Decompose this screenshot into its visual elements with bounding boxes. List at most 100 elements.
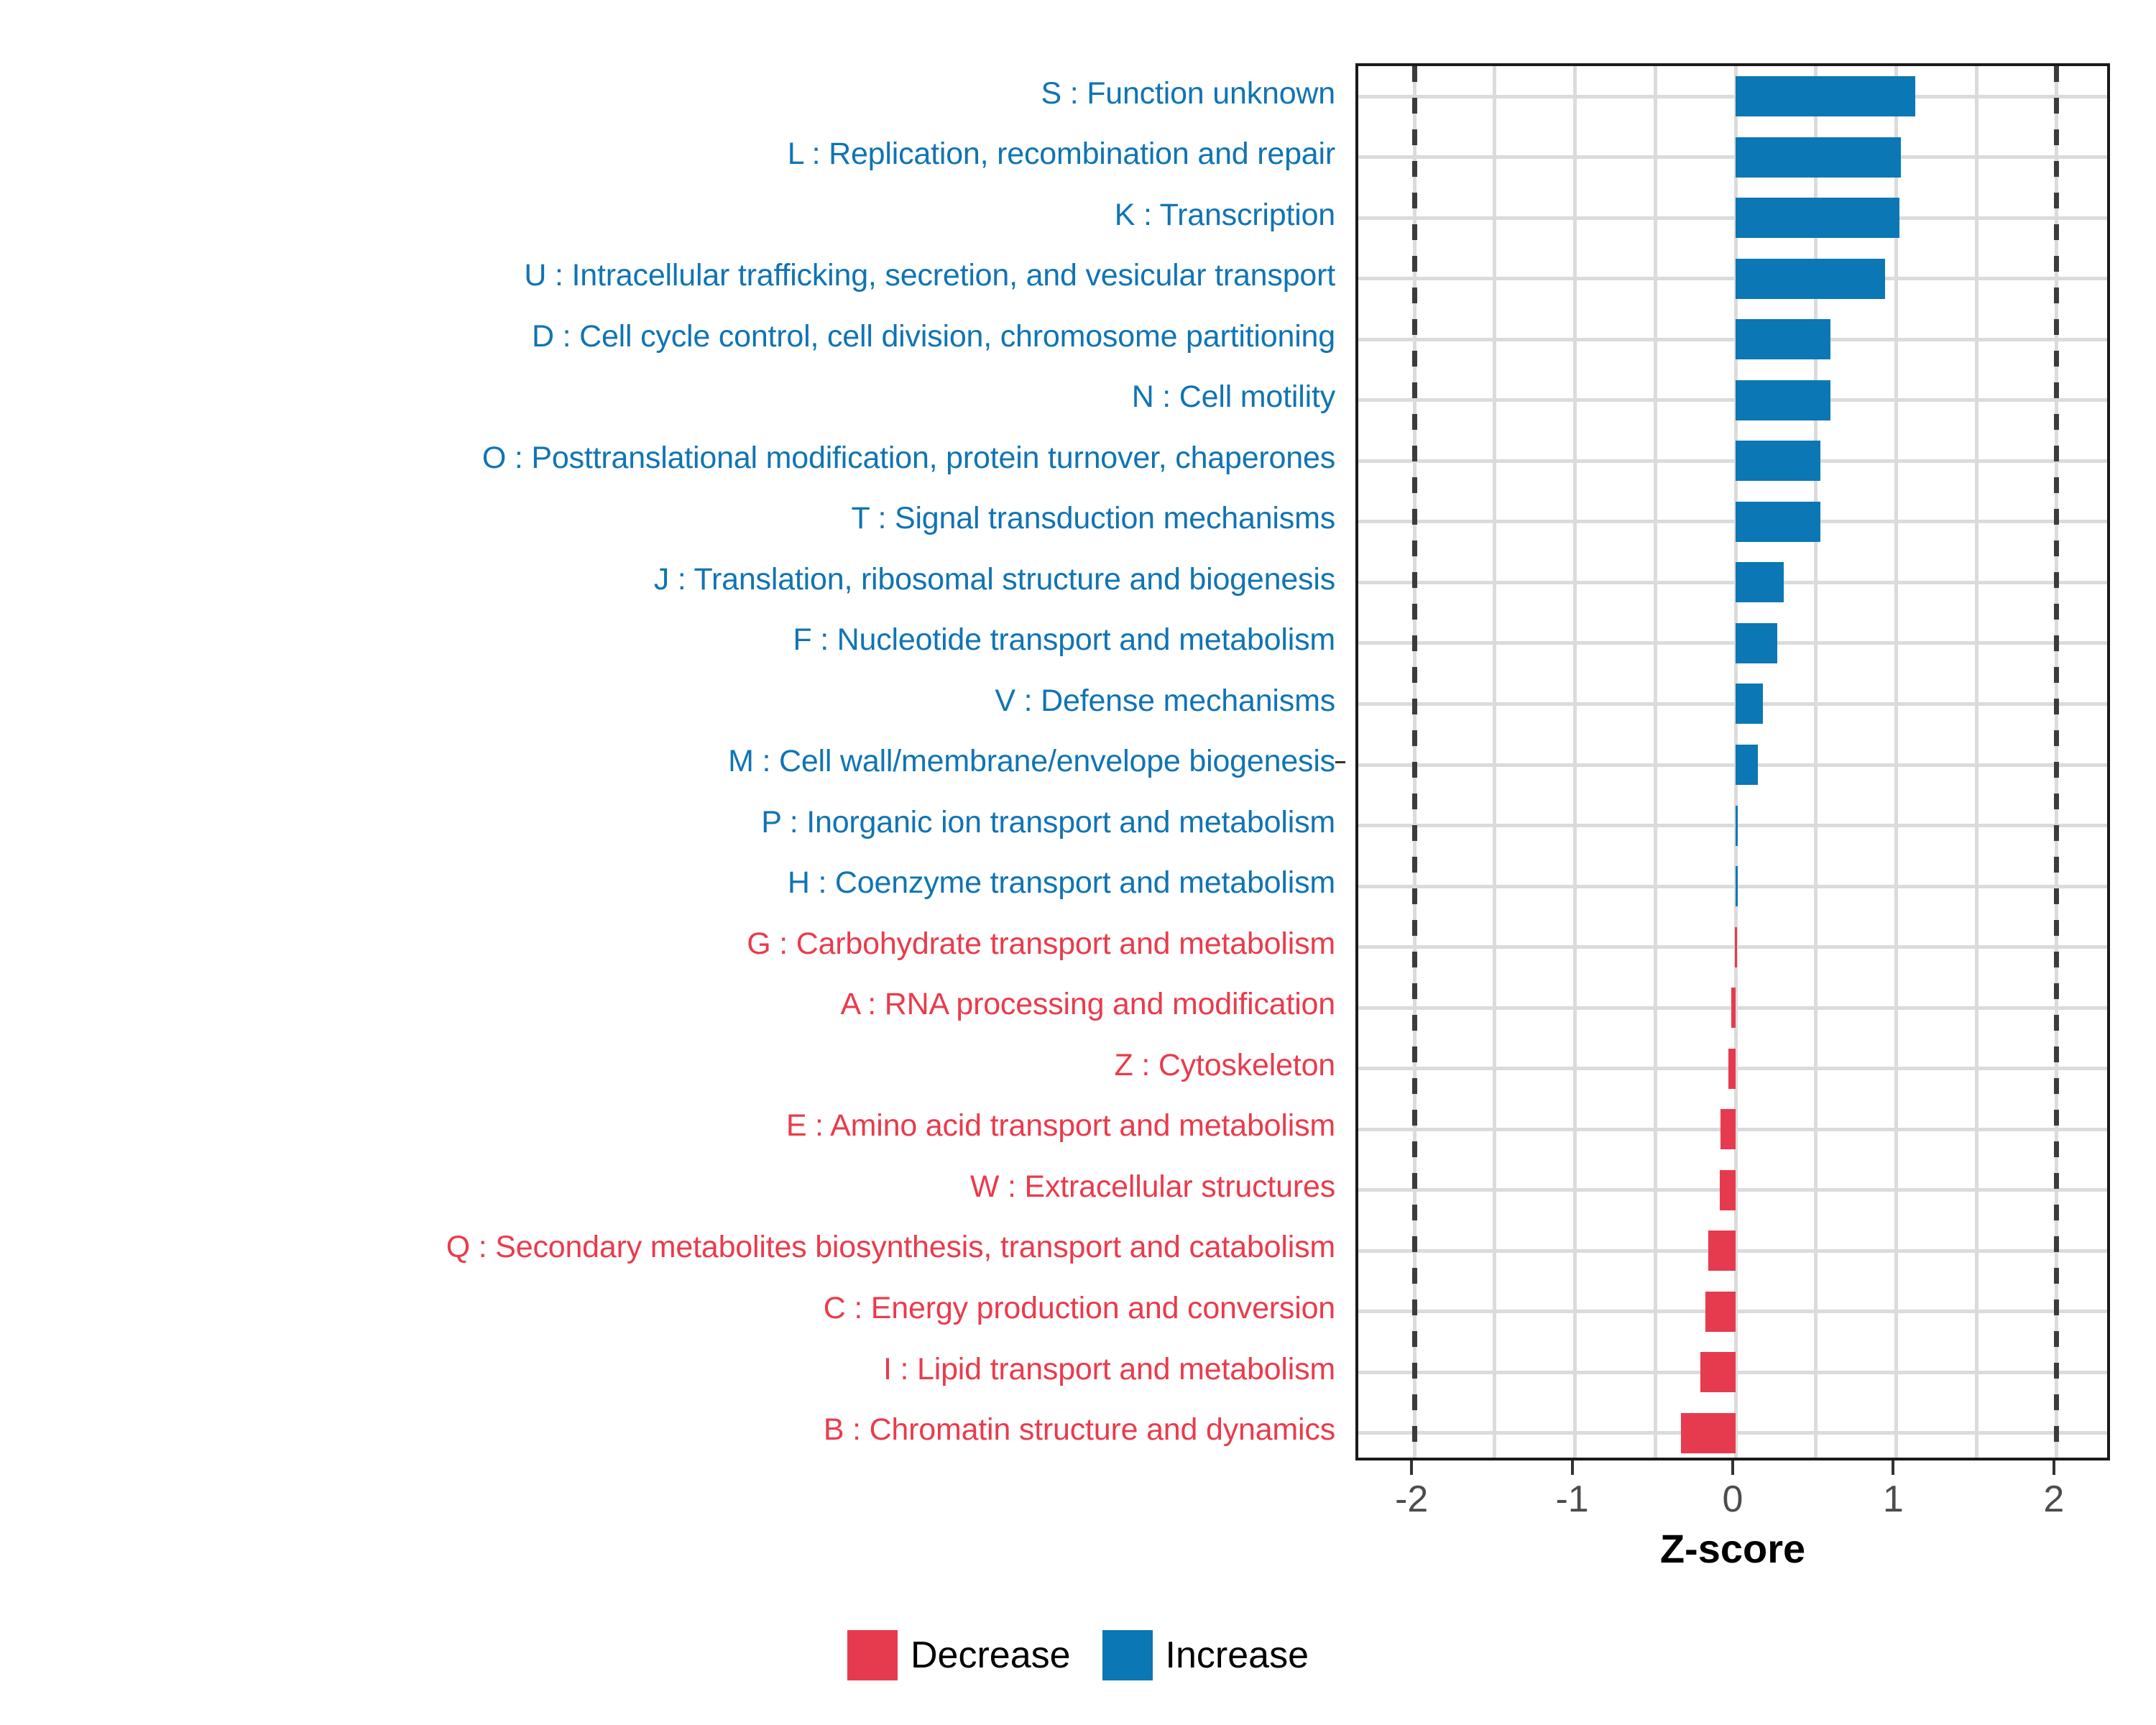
bar-row — [1358, 613, 2107, 674]
gridline-horizontal — [1358, 641, 2107, 645]
bar[interactable] — [1736, 805, 1738, 846]
y-axis-tick-13: H : Coenzyme transport and metabolism — [0, 761, 1345, 914]
bar-row — [1358, 795, 2107, 856]
y-axis-tick-label: K : Transcription — [1114, 197, 1335, 232]
y-axis-tick-19: Q : Secondary metabolites biosynthesis, … — [0, 761, 1345, 1279]
y-axis-tick-2: K : Transcription — [0, 185, 1345, 763]
y-axis-tick-label: Z : Cytoskeleton — [1114, 1047, 1336, 1082]
bar-row — [1358, 552, 2107, 613]
gridline-vertical — [1653, 66, 1657, 1458]
bar[interactable] — [1736, 441, 1821, 482]
bar[interactable] — [1705, 1291, 1736, 1332]
y-axis-tick-21: I : Lipid transport and metabolism — [0, 761, 1345, 1400]
bar[interactable] — [1728, 1048, 1736, 1089]
gridline-horizontal — [1358, 277, 2107, 281]
y-axis-tick-label: N : Cell motility — [1131, 380, 1336, 415]
bar[interactable] — [1736, 137, 1902, 178]
y-axis-tick-label: A : RNA processing and modification — [840, 987, 1335, 1022]
bar[interactable] — [1736, 866, 1738, 907]
bar[interactable] — [1736, 76, 1916, 117]
bar[interactable] — [1736, 258, 1885, 299]
x-axis-tick-mark — [1410, 1460, 1414, 1475]
bar-row — [1358, 978, 2107, 1039]
gridline-horizontal — [1358, 155, 2107, 160]
bar-row — [1358, 1220, 2107, 1282]
y-axis-category-labels: S : Function unknown L : Replication, rec… — [0, 63, 1345, 1460]
bar[interactable] — [1736, 198, 1899, 239]
bar[interactable] — [1736, 319, 1830, 360]
gridline-horizontal — [1358, 580, 2107, 584]
legend-label: Increase — [1165, 1634, 1309, 1676]
bar-row — [1358, 188, 2107, 249]
bar[interactable] — [1736, 684, 1763, 724]
bar-row — [1358, 66, 2107, 127]
y-axis-tick-10: V : Defense mechanisms — [0, 671, 1345, 763]
y-axis-tick-label: G : Carbohydrate transport and metabolis… — [747, 926, 1335, 961]
bar[interactable] — [1681, 1412, 1736, 1453]
y-axis-tick-label: L : Replication, recombination and repai… — [787, 137, 1335, 172]
gridline-vertical — [1493, 66, 1497, 1458]
legend: Decrease Increase — [0, 1630, 2156, 1680]
bar[interactable] — [1736, 744, 1759, 785]
y-axis-tick-16: Z : Cytoskeleton — [0, 761, 1345, 1096]
y-axis-tick-7: T : Signal transduction mechanisms — [0, 489, 1345, 763]
y-axis-tick-11: M : Cell wall/membrane/envelope biogenes… — [0, 732, 1345, 793]
bar-row — [1358, 1038, 2107, 1099]
gridline-horizontal — [1358, 398, 2107, 402]
bar-row — [1358, 673, 2107, 735]
bar-row — [1358, 431, 2107, 492]
y-axis-tick-label: P : Inorganic ion transport and metaboli… — [761, 804, 1335, 840]
bar[interactable] — [1731, 988, 1736, 1029]
y-axis-tick-label: U : Intracellular trafficking, secretion… — [524, 258, 1335, 293]
y-axis-tick-20: C : Energy production and conversion — [0, 761, 1345, 1339]
bar-row — [1358, 249, 2107, 310]
gridline-horizontal — [1358, 337, 2107, 341]
bars-layer — [1358, 66, 2107, 1458]
bar[interactable] — [1734, 926, 1737, 967]
bar[interactable] — [1736, 501, 1821, 542]
legend-swatch-icon — [1102, 1630, 1153, 1680]
y-axis-tick-label: O : Posttranslational modification, prot… — [482, 440, 1335, 475]
y-axis-tick-6: O : Posttranslational modification, prot… — [0, 428, 1345, 763]
y-axis-tick-17: E : Amino acid transport and metabolism — [0, 761, 1345, 1157]
y-axis-tick-mark — [1335, 761, 1345, 763]
y-axis-tick-22: B : Chromatin structure and dynamics — [0, 761, 1345, 1460]
x-axis-title: Z-score — [1659, 1526, 1806, 1571]
y-axis-tick-label: M : Cell wall/membrane/envelope biogenes… — [728, 744, 1335, 779]
y-axis-tick-15: A : RNA processing and modification — [0, 761, 1345, 1036]
gridline-horizontal — [1358, 94, 2107, 98]
y-axis-tick-label: Q : Secondary metabolites biosynthesis, … — [446, 1230, 1335, 1265]
bar-row — [1358, 1281, 2107, 1342]
bar[interactable] — [1736, 380, 1830, 420]
bar[interactable] — [1719, 1169, 1736, 1210]
gridline-vertical — [1894, 66, 1898, 1458]
y-axis-tick-8: J : Translation, ribosomal structure and… — [0, 549, 1345, 763]
gridline-horizontal — [1358, 216, 2107, 220]
y-axis-tick-0: S : Function unknown — [0, 63, 1345, 763]
gridline-horizontal — [1358, 945, 2107, 949]
bar[interactable] — [1736, 562, 1784, 603]
bar[interactable] — [1700, 1352, 1736, 1393]
x-axis-tick-label: 2 — [2043, 1478, 2065, 1520]
x-axis: -2 -1 0 1 2 — [1355, 1460, 2110, 1561]
y-axis-tick-label: I : Lipid transport and metabolism — [883, 1351, 1335, 1386]
y-axis-tick-4: D : Cell cycle control, cell division, c… — [0, 306, 1345, 763]
y-axis-tick-label: J : Translation, ribosomal structure and… — [653, 561, 1335, 597]
bar-row — [1358, 735, 2107, 796]
legend-item-increase[interactable]: Increase — [1102, 1630, 1309, 1680]
y-axis-tick-label: T : Signal transduction mechanisms — [851, 501, 1335, 536]
bar-row — [1358, 916, 2107, 978]
reference-line-2 — [2054, 66, 2060, 1458]
bar-row — [1358, 127, 2107, 188]
bar[interactable] — [1736, 622, 1778, 663]
bar-row — [1358, 309, 2107, 370]
x-axis-tick-label: -1 — [1555, 1478, 1589, 1520]
reference-dashed-lines — [1358, 66, 2107, 1458]
gridline-vertical — [1573, 66, 1577, 1458]
bar[interactable] — [1708, 1230, 1736, 1271]
bar-row — [1358, 370, 2107, 431]
bar[interactable] — [1720, 1109, 1736, 1150]
legend-swatch-icon — [847, 1630, 898, 1680]
gridline-vertical — [1974, 66, 1978, 1458]
legend-item-decrease[interactable]: Decrease — [847, 1630, 1071, 1680]
